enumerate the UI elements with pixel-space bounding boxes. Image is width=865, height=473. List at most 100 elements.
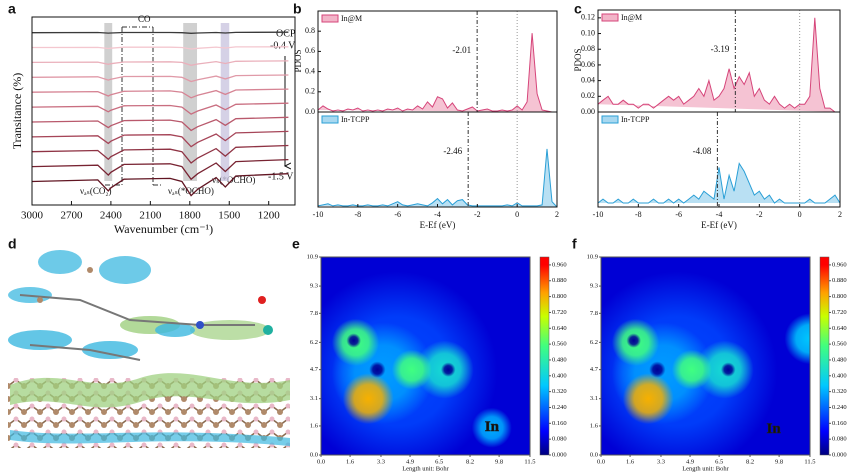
legend-swatch	[321, 14, 339, 23]
y-axis-label: PDOS	[293, 49, 303, 72]
x-tick-label: 3.3	[657, 458, 665, 465]
x-tick-label: 1800	[179, 210, 202, 222]
colorbar-tick-label: 0.800	[552, 293, 567, 300]
density-feature	[649, 361, 666, 378]
annotation: CO	[138, 14, 151, 24]
colorbar-tick-label: 0.240	[832, 404, 847, 411]
x-tick-label: 3000	[21, 210, 44, 222]
x-tick-label: 9.8	[775, 458, 783, 465]
band-center-label: -4.08	[693, 146, 712, 156]
x-tick-label: -10	[313, 210, 324, 219]
x-tick-label: 2	[838, 210, 842, 219]
spectrum-line	[31, 158, 289, 181]
y-tick-label: 0.0	[305, 107, 315, 116]
x-axis-label: Wavenumber (cm⁻¹)	[114, 222, 213, 236]
atom	[263, 325, 273, 335]
x-axis-label: Length unit: Bohr	[402, 465, 449, 472]
band-center-label: -3.19	[711, 44, 730, 54]
colorbar-tick-label: 0.560	[552, 341, 567, 348]
colorbar-tick-label: 0.320	[552, 388, 567, 395]
panel-label: b	[293, 1, 302, 17]
highlight-band	[183, 23, 198, 181]
y-tick-label: 9.3	[590, 283, 598, 290]
x-tick-label: -6	[394, 210, 401, 219]
colorbar-tick-label: 0.240	[552, 404, 567, 411]
x-tick-label: -8	[354, 210, 361, 219]
spectrum-line	[31, 46, 289, 50]
colorbar-tick-label: 0.960	[552, 261, 567, 268]
legend-label: In@M	[621, 13, 642, 22]
density-cyan	[8, 330, 72, 350]
heatmap	[321, 257, 530, 455]
annotation: νₐₛ(*OCHO)	[168, 186, 214, 196]
density-cyan	[10, 430, 290, 446]
x-tick-label: 1500	[218, 210, 241, 222]
x-tick-label: 8.2	[466, 458, 474, 465]
panel-label: f	[572, 236, 577, 252]
density-feature	[720, 362, 736, 377]
colorbar	[539, 256, 550, 456]
density-feature	[622, 373, 674, 425]
colorbar-tick-label: 0.400	[832, 372, 847, 379]
chart: 3000 2700 2400 2100 1800 1500 1200 Wavenumber (…	[10, 16, 296, 236]
y-tick-label: 1.6	[310, 422, 319, 429]
annotation: -1.5 V	[268, 171, 294, 182]
colorbar-tick-label: 0.080	[552, 436, 567, 443]
colorbar-tick-label: 0.160	[552, 420, 567, 427]
x-tick-label: 0.0	[597, 458, 605, 465]
density-cyan	[82, 341, 138, 359]
y-axis-label: Transitance (%)	[10, 73, 24, 150]
density-feature	[471, 407, 512, 448]
plot-frame	[31, 16, 296, 206]
legend-label: In-TCPP	[341, 115, 370, 124]
x-tick-label: -8	[635, 210, 642, 219]
x-tick-label: 0	[515, 210, 519, 219]
y-tick-label: 7.8	[590, 310, 598, 317]
x-tick-label: 6.5	[435, 458, 443, 465]
x-tick-label: 11.5	[524, 458, 535, 465]
x-tick-label: -4	[716, 210, 723, 219]
x-tick-label: -4	[434, 210, 441, 219]
density-feature	[671, 349, 712, 390]
legend-label: In@M	[341, 14, 362, 23]
legend-label: In-TCPP	[621, 115, 650, 124]
band-center-label: -2.01	[452, 45, 471, 55]
colorbar-tick-label: 0.160	[832, 420, 847, 427]
atom	[258, 296, 266, 304]
x-tick-label: 1200	[258, 210, 281, 222]
x-tick-label: 0	[798, 210, 802, 219]
density-feature	[784, 313, 810, 365]
colorbar-tick-label: 0.880	[552, 277, 567, 284]
y-tick-label: 0.00	[581, 107, 595, 116]
y-tick-label: 9.3	[310, 283, 318, 290]
y-tick-label: 0.06	[581, 60, 595, 69]
chart: In@M -3.19 0.00 0.02 0.04 0.06 0.08 0.10 0.12 PDO…	[573, 9, 841, 116]
spectrum-line	[31, 31, 289, 34]
x-tick-label: 6.5	[715, 458, 723, 465]
colorbar-tick-label: 0.800	[832, 293, 847, 300]
band-center-label: -2.46	[443, 146, 462, 156]
y-tick-label: 0.8	[305, 26, 315, 35]
heatmap	[601, 257, 810, 455]
annotations: OCP -0.4 V -1.5 V CO νₐₛ(CO₂) νₐₛ(*OCHO)…	[80, 14, 296, 196]
atom	[196, 321, 204, 329]
pdos-curve	[597, 162, 841, 204]
panel-label: e	[292, 236, 300, 252]
y-tick-label: 4.7	[310, 366, 319, 373]
x-tick-label: 3.3	[377, 458, 385, 465]
x-tick-label: 2100	[139, 210, 162, 222]
x-axis-label: E-Ef (eV)	[420, 220, 456, 230]
spectrum-line	[31, 130, 289, 148]
plot-frame	[600, 256, 811, 456]
chart: In-TCPP -4.08 -10 -8 -6 -4 -2 0 2 E-Ef (eV)	[593, 111, 842, 230]
density-cyan	[155, 323, 195, 337]
density-feature	[346, 333, 361, 348]
x-tick-label: 9.8	[495, 458, 503, 465]
density-feature	[391, 349, 432, 390]
x-tick-label: 2	[555, 210, 559, 219]
y-tick-label: 0.6	[305, 46, 315, 55]
pdos-curve	[597, 17, 840, 113]
y-tick-label: 3.1	[590, 395, 598, 402]
y-tick-label: 0.2	[305, 87, 315, 96]
